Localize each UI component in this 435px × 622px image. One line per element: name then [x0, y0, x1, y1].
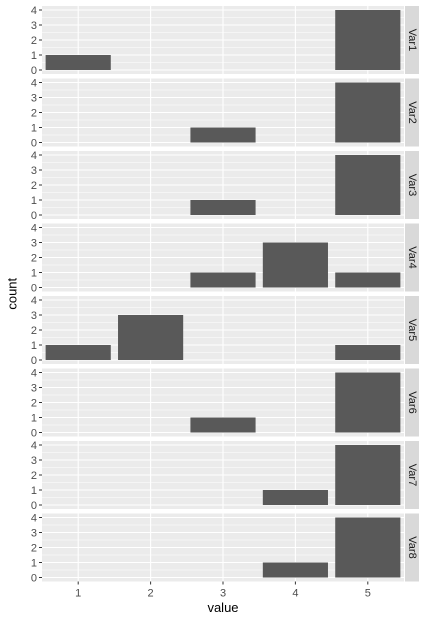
y-tick-label: 0 [31, 573, 37, 585]
y-tick-label: 0 [31, 138, 37, 150]
facet-strip [405, 78, 419, 147]
y-tick-label: 0 [31, 283, 37, 295]
y-tick-label: 0 [31, 500, 37, 512]
y-tick-label: 3 [31, 93, 37, 105]
bar [335, 372, 401, 433]
y-tick-label: 1 [31, 413, 37, 425]
facet-strip [405, 223, 419, 292]
facet-strip [405, 151, 419, 219]
bar [190, 200, 256, 215]
facet-strip [405, 368, 419, 437]
y-tick-label: 4 [31, 440, 37, 452]
y-axis-title: count [4, 277, 19, 309]
facet-strip [405, 296, 419, 364]
y-tick-label: 2 [31, 35, 37, 47]
bar [335, 345, 401, 360]
facet-strip-label: Var6 [406, 391, 418, 413]
bar [335, 517, 401, 578]
y-tick-label: 4 [31, 368, 37, 380]
bar [262, 242, 328, 288]
x-tick-label: 3 [220, 588, 226, 600]
y-tick-label: 1 [31, 195, 37, 207]
facet-strip-label: Var1 [406, 29, 418, 51]
y-tick-label: 0 [31, 65, 37, 77]
y-tick-label: 2 [31, 108, 37, 120]
y-tick-label: 2 [31, 253, 37, 265]
y-tick-label: 1 [31, 268, 37, 280]
y-tick-label: 4 [31, 223, 37, 235]
y-tick-label: 2 [31, 325, 37, 337]
facet-strip [405, 441, 419, 509]
bar [262, 490, 328, 505]
y-tick-label: 2 [31, 180, 37, 192]
bar [335, 155, 401, 215]
bar [335, 445, 401, 505]
bar [118, 315, 184, 360]
facet-strip-label: Var7 [406, 464, 418, 486]
x-axis-title: value [207, 600, 238, 615]
y-tick-label: 4 [31, 150, 37, 162]
y-tick-label: 2 [31, 543, 37, 555]
facet-strip [405, 513, 419, 582]
y-tick-label: 4 [31, 513, 37, 525]
y-tick-label: 3 [31, 165, 37, 177]
facet-strip-label: Var4 [406, 246, 418, 268]
y-tick-label: 3 [31, 383, 37, 395]
x-tick-label: 2 [148, 588, 154, 600]
y-tick-label: 4 [31, 295, 37, 307]
facet-strip-label: Var2 [406, 101, 418, 123]
bar [262, 562, 328, 578]
bar [190, 272, 256, 288]
y-tick-label: 4 [31, 5, 37, 17]
y-tick-label: 0 [31, 428, 37, 440]
y-tick-label: 3 [31, 310, 37, 322]
facet-strip-label: Var5 [406, 319, 418, 341]
bar [45, 55, 111, 70]
x-tick-label: 5 [365, 588, 371, 600]
y-tick-label: 4 [31, 78, 37, 90]
bar [190, 417, 256, 433]
y-tick-label: 1 [31, 50, 37, 62]
y-tick-label: 0 [31, 210, 37, 222]
facet-strip-label: Var8 [406, 536, 418, 558]
y-tick-label: 2 [31, 470, 37, 482]
x-tick-label: 1 [75, 588, 81, 600]
bar [335, 272, 401, 288]
bar [335, 10, 401, 70]
facet-strip-label: Var3 [406, 174, 418, 196]
y-tick-label: 3 [31, 455, 37, 467]
y-tick-label: 3 [31, 20, 37, 32]
y-tick-label: 1 [31, 485, 37, 497]
bar [190, 127, 256, 143]
bar [45, 345, 111, 360]
y-tick-label: 3 [31, 238, 37, 250]
y-tick-label: 1 [31, 123, 37, 135]
y-tick-label: 0 [31, 355, 37, 367]
y-tick-label: 2 [31, 398, 37, 410]
facet-strip [405, 6, 419, 74]
y-tick-label: 1 [31, 558, 37, 570]
bar [335, 82, 401, 143]
x-tick-label: 4 [292, 588, 298, 600]
y-tick-label: 1 [31, 340, 37, 352]
y-tick-label: 3 [31, 528, 37, 540]
